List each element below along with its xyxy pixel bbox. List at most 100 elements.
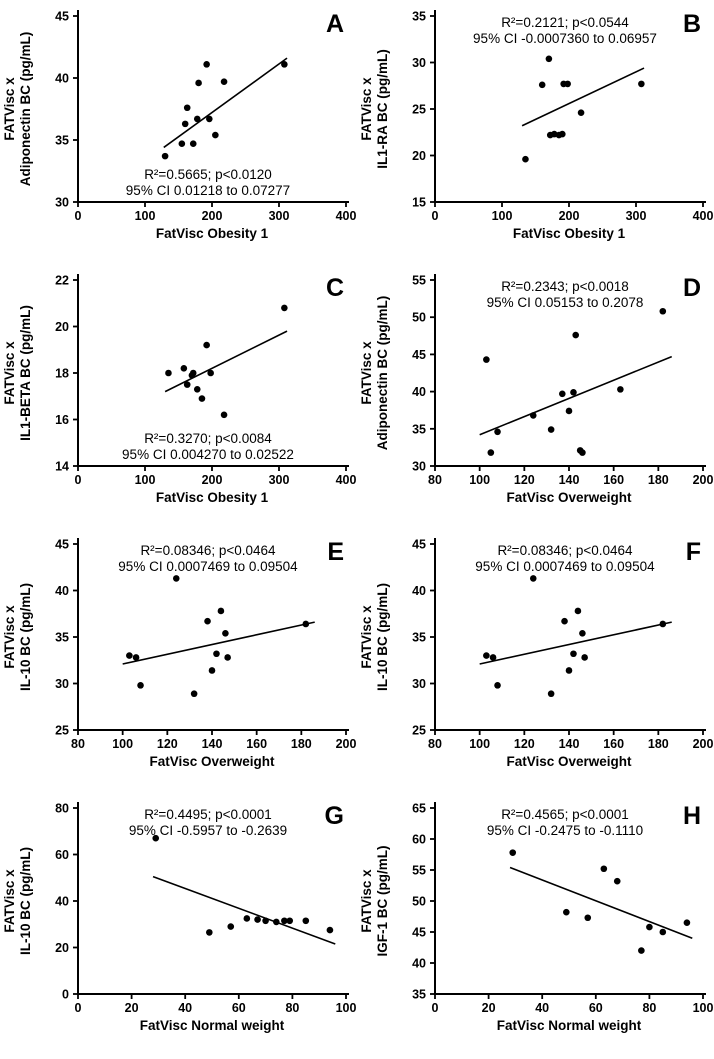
x-tick-label: 0 [75,1001,82,1015]
data-point [572,331,579,339]
data-point [561,617,568,625]
y-tick-label: 35 [55,631,69,645]
data-point [659,307,667,315]
data-point [577,109,585,117]
data-point [193,385,201,393]
x-tick-label: 140 [559,473,580,487]
data-point [262,917,269,925]
x-tick-label: 0 [75,473,82,487]
y-tick-label: 45 [55,538,69,552]
x-tick-label: 200 [559,209,580,223]
x-tick-label: 80 [428,737,442,751]
x-tick-label: 80 [71,737,85,751]
y-tick-label: 25 [55,724,69,738]
data-point [220,78,228,86]
data-point [559,130,566,138]
data-point [222,629,229,637]
y-axis-title-line2: IL-10 BC (pg/mL) [18,847,33,955]
data-point [659,928,667,936]
scatter-panel-b: 0 100 200 300 400 15 20 25 30 35 R²=0.2121; p<0.05… [359,10,713,242]
x-tick-label: 200 [693,737,714,751]
y-tick-label: 20 [55,320,69,334]
data-point [203,61,210,68]
r2-annotation: R²=0.5665; p<0.0120 [144,167,272,182]
y-tick-label: 25 [412,103,426,117]
x-tick-label: 160 [603,737,624,751]
scatter-panel-e: 80 100 120 140 160 180 200 25 30 35 40 45 R²=0.08346… [2,538,356,770]
y-tick-label: 30 [55,677,69,691]
x-tick-label: 180 [291,737,312,751]
y-tick-label: 45 [412,348,426,362]
y-axis-title-line1: FATVisc x [2,341,17,405]
data-point [545,55,553,63]
data-point [683,919,691,926]
data-point [243,915,251,922]
data-point [613,877,621,885]
x-tick-label: 400 [336,209,357,223]
x-tick-label: 200 [202,473,223,487]
r2-annotation: R²=0.4495; p<0.0001 [144,807,272,822]
data-point [172,575,180,582]
data-point [189,140,197,148]
data-point [189,369,197,377]
y-tick-label: 30 [412,56,426,70]
data-point [559,390,566,398]
data-point [529,575,537,582]
y-tick-label: 0 [62,988,69,1002]
data-point [207,369,214,377]
ci-annotation: 95% CI -0.5957 to -0.2639 [129,823,287,838]
data-point [126,652,133,659]
y-tick-label: 80 [55,802,69,816]
y-tick-label: 40 [412,385,426,399]
y-tick-label: 18 [55,367,69,381]
ci-annotation: 95% CI 0.0007469 to 0.09504 [475,559,655,574]
data-point [181,120,189,128]
y-axis-title-line1: FATVisc x [359,869,374,933]
x-axis-title: FatVisc Obesity 1 [156,490,269,505]
data-point [220,411,228,419]
x-tick-label: 40 [178,1001,192,1015]
x-tick-label: 180 [648,737,669,751]
data-point [180,365,188,372]
y-tick-label: 60 [55,848,69,862]
data-point [487,449,495,456]
data-point [564,80,571,88]
regression-line [163,57,288,149]
regression-line [509,866,693,939]
y-tick-label: 65 [412,802,426,816]
x-tick-label: 120 [514,473,535,487]
data-point [584,914,592,922]
data-point [217,607,225,615]
x-tick-label: 100 [469,473,490,487]
y-tick-label: 40 [55,584,69,598]
x-tick-label: 20 [482,1001,496,1015]
r2-annotation: R²=0.08346; p<0.0464 [497,543,633,558]
panel-letter: F [686,538,701,566]
x-tick-label: 0 [432,1001,439,1015]
y-tick-label: 20 [412,149,426,163]
panel-letter: C [326,274,344,302]
x-tick-label: 100 [492,209,513,223]
data-point [206,115,213,123]
y-tick-label: 40 [55,72,69,86]
x-tick-label: 120 [157,737,178,751]
x-axis-title: FatVisc Overweight [506,490,632,505]
y-axis-title-line1: FATVisc x [2,605,17,669]
x-tick-label: 100 [135,473,156,487]
data-point [213,650,220,658]
scatter-panel-g: 0 20 40 60 80 100 0 20 40 60 80 R²=0.4495; p<0.0001… [2,802,356,1034]
data-point [190,690,198,698]
scatter-panel-a: 0 100 200 300 400 30 35 40 45 R²=0.5665; p<0.0120… [2,10,357,242]
regression-line [122,621,315,665]
panel-letter: H [683,802,701,830]
data-point [132,654,140,661]
data-point [638,80,645,88]
y-tick-label: 55 [412,274,426,288]
ci-annotation: 95% CI -0.2475 to -0.1110 [487,823,643,838]
x-tick-label: 300 [269,473,290,487]
panel-letter: D [683,274,701,302]
data-point [137,682,144,689]
data-point [208,667,216,674]
y-tick-label: 16 [55,413,69,427]
y-tick-label: 20 [55,941,69,955]
